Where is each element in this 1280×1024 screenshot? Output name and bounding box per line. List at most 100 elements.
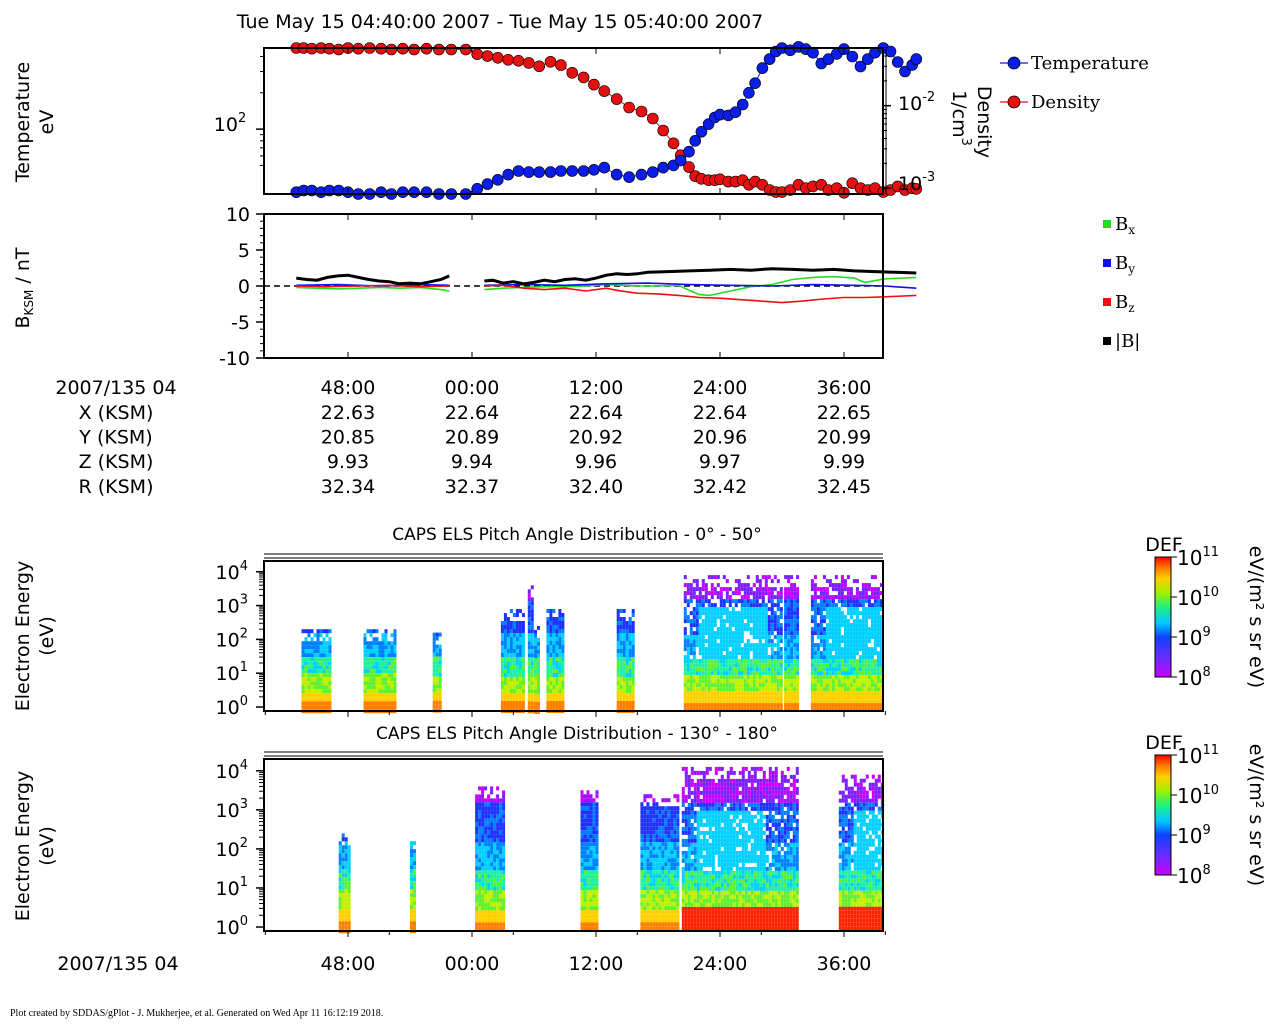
spec-cell [810,615,814,620]
spec-cell [705,818,709,823]
spec-cell [819,587,823,592]
spec-cell [699,874,703,879]
spec-cell [369,629,373,634]
spec-cell [840,667,844,672]
spec-cell [704,607,708,612]
spec-cell [503,625,507,629]
spec-cell [683,687,687,692]
spec-cell [717,914,721,919]
spec-cell [313,685,317,690]
spec-cell [796,703,800,708]
spec-cell [390,661,394,666]
spec-cell [589,914,593,919]
spec-cell [693,874,697,879]
spec-cell [410,893,413,898]
spec-cell [372,669,376,674]
spec-cell [689,683,693,688]
spec-cell [499,846,503,851]
spec-cell [496,874,500,879]
spec-cell [521,681,525,685]
spec-cell [711,802,715,807]
spec-cell [825,683,829,688]
spec-cell [625,677,629,681]
spec-cell [667,858,671,863]
spec-cell [512,697,516,701]
spec-cell [834,623,838,628]
spec-cell [810,595,814,600]
spec-cell [655,862,659,867]
spec-cell [719,703,723,708]
temperature-point [846,50,859,63]
spec-cell [628,637,632,641]
spec-cell [347,865,351,870]
spec-cell [770,663,774,668]
spec-cell [698,595,702,600]
spec-cell [779,659,783,664]
spec-cell [555,625,559,629]
spec-cell [506,685,510,689]
spec-cell [704,615,708,620]
spec-cell [729,842,733,847]
spec-cell [490,822,494,827]
spec-cell [537,661,540,666]
spec-cell [676,902,680,907]
spec-cell [708,910,712,915]
spec-cell [652,818,656,823]
spec-cell [828,703,832,708]
spec-cell [729,906,733,911]
spec-cell [846,647,850,652]
spec-cell [705,926,709,931]
spec-cell [702,918,706,923]
spec-cell [689,699,693,704]
spec-cell [876,591,880,596]
spec-cell [625,645,629,649]
spec-cell [873,639,877,644]
spec-cell [819,679,823,684]
spec-cell [304,693,308,698]
spec-cell [652,894,656,899]
spec-cell [549,669,553,673]
spec-cell [728,643,732,648]
spec-cell [737,667,741,672]
spec-cell [787,671,791,676]
spec-cell [681,886,685,891]
spec-cell [773,575,777,580]
spec-cell [723,862,727,867]
spec-cell [704,659,708,664]
spec-cell [720,870,724,875]
spec-cell [664,902,668,907]
spec-cell [728,587,732,592]
spec-cell [776,707,780,712]
bmag-line [296,267,917,286]
spec-cell [546,609,550,613]
spec-cell [819,635,823,640]
spec-cell [725,635,729,640]
spec-cell [767,595,771,600]
spec-cell [527,701,531,706]
spec-cell [864,679,868,684]
spec-cell [652,806,656,811]
spec-cell [719,707,723,712]
spec-cell [622,609,626,613]
spec-cell [822,631,826,636]
spec-cell [717,794,721,799]
spec-cell [652,886,656,891]
spec-cell [475,818,479,823]
spec-cell [555,657,559,661]
spec-cell [858,619,862,624]
spec-cell [499,918,503,923]
spec-cell [725,651,729,656]
spec-cell [861,695,865,700]
spec-cell [702,782,706,787]
spec-cell [737,703,741,708]
spec-cell [870,591,874,596]
spec-cell [499,810,503,815]
spec-cell [667,842,671,847]
spec-cell [432,648,436,653]
spec-cell [726,862,730,867]
spec-cell [661,846,665,851]
spec-cell [500,621,504,625]
spec-cell [864,607,868,612]
spec-cell [784,647,788,652]
spec-cell [796,611,800,616]
